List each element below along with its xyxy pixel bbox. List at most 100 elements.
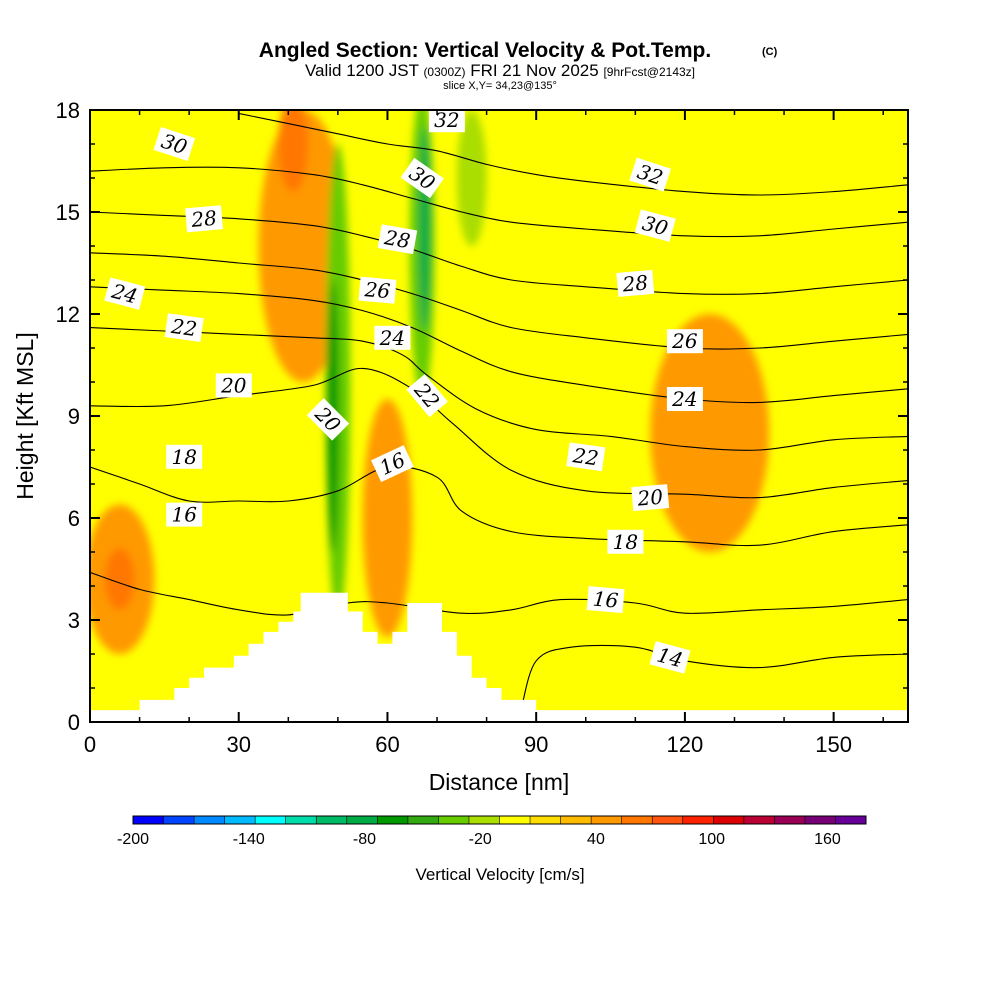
isentrope-26: [90, 252, 908, 350]
contour-label-box: [166, 444, 203, 469]
contour-label: 22: [566, 442, 606, 472]
contour-label-text: 28: [189, 206, 217, 232]
velocity-cell-updraft: [258, 110, 348, 382]
colorbar-swatch: [743, 816, 775, 824]
terrain: [90, 592, 908, 722]
x-tick-label: 120: [667, 732, 704, 757]
valid-time-prefix: Valid 1200 JST: [305, 61, 419, 80]
colorbar-swatch: [835, 816, 867, 824]
contour-label-text: 28: [382, 225, 412, 253]
contour-label-box: [566, 442, 606, 472]
contour-label: 20: [215, 373, 252, 398]
contour-label-box: [666, 329, 703, 354]
contour-label: 30: [153, 127, 196, 161]
isentrope-22: [90, 327, 908, 451]
colorbar-tick-label: 40: [587, 831, 605, 848]
isentrope-32: [238, 112, 908, 196]
contour-label-box: [371, 445, 414, 483]
contour-label-text: 16: [171, 503, 197, 527]
colorbar-tick-label: 160: [814, 831, 841, 848]
contour-label: 24: [666, 387, 703, 411]
contour-label-box: [185, 205, 223, 233]
contour-label-text: 22: [169, 314, 199, 341]
y-tick-label: 12: [56, 302, 80, 327]
contour-label-box: [406, 374, 448, 418]
contour-label-box: [358, 276, 397, 304]
contour-label-box: [306, 398, 350, 441]
y-axis-title: Height [Kft MSL]: [12, 332, 38, 499]
contour-label-text: 26: [671, 329, 698, 353]
contour-label: 22: [164, 313, 204, 342]
contour-label-box: [215, 373, 252, 398]
y-tick-label: 3: [68, 608, 80, 633]
colorbar-swatch: [713, 816, 745, 824]
isentrope-28: [90, 211, 908, 295]
copyright-mark: (C): [762, 46, 778, 58]
contour-label-text: 28: [621, 270, 649, 296]
colorbar-swatch: [377, 816, 409, 824]
valid-time-utc: (0300Z): [423, 65, 465, 79]
contour-label-text: 32: [434, 108, 459, 132]
contour-label-box: [428, 108, 465, 133]
contour-label-text: 16: [592, 587, 620, 613]
colorbar-swatch: [407, 816, 439, 824]
colorbar-tick-label: -140: [233, 831, 265, 848]
contour-label-box: [374, 325, 411, 350]
colorbar-swatch: [285, 816, 317, 824]
x-tick-label: 30: [226, 732, 250, 757]
contour-label-box: [634, 209, 676, 242]
colorbar-swatch: [560, 816, 592, 824]
contour-label: 28: [616, 269, 655, 297]
contour-label-box: [400, 157, 444, 199]
y-tick-label: 0: [68, 710, 80, 735]
colorbar-tick-label: 100: [698, 831, 725, 848]
y-tick-label: 18: [56, 98, 80, 123]
colorbar-swatch: [468, 816, 500, 824]
contour-label-box: [629, 157, 672, 192]
colorbar-swatch: [346, 816, 378, 824]
x-axis: 0 30 60 90 120 150: [84, 110, 884, 757]
colorbar-swatch: [163, 816, 195, 824]
contour-label-text: 24: [671, 387, 697, 411]
isentrope-30: [90, 166, 908, 238]
slice-info: slice X,Y= 34,23@135°: [443, 80, 557, 92]
y-tick-label: 15: [56, 200, 80, 225]
colorbar-swatch: [438, 816, 470, 824]
x-tick-label: 0: [84, 732, 96, 757]
contour-label: 26: [666, 329, 703, 354]
x-tick-label: 150: [815, 732, 852, 757]
isentrope-16: [90, 571, 908, 616]
contour-label-box: [104, 277, 146, 310]
colorbar-title: Vertical Velocity [cm/s]: [415, 865, 584, 884]
velocity-cell-downdraft: [456, 110, 487, 246]
contour-label-box: [164, 313, 204, 342]
valid-time-date: FRI 21 Nov 2025: [470, 61, 599, 80]
contour-label: 18: [607, 529, 644, 554]
velocity-cell-downdraft: [418, 127, 431, 331]
contour-label-box: [649, 641, 691, 674]
x-axis-title: Distance [nm]: [429, 769, 570, 795]
isentrope-24: [90, 286, 908, 404]
contour-label: 28: [185, 205, 223, 233]
colorbar-swatch: [804, 816, 836, 824]
x-tick-label: 60: [375, 732, 399, 757]
chart-subtitle: Valid 1200 JST (0300Z) FRI 21 Nov 2025 […: [305, 61, 695, 80]
contour-label-text: 20: [220, 373, 247, 397]
colorbar-swatch: [652, 816, 684, 824]
colorbar: -200 -140 -80 -20 40 100 160: [117, 815, 867, 848]
colorbar-tick-label: -80: [353, 831, 376, 848]
contour-label: 20: [631, 484, 670, 512]
contour-label-box: [616, 269, 655, 297]
contour-label-box: [153, 127, 196, 161]
colorbar-tick-label: -20: [469, 831, 492, 848]
colorbar-tick-label: -200: [117, 831, 149, 848]
colorbar-swatch: [224, 816, 256, 824]
chart-title: Angled Section: Vertical Velocity & Pot.…: [259, 39, 711, 62]
colorbar-swatch: [682, 816, 714, 824]
contour-label-box: [586, 586, 625, 614]
colorbar-swatch: [621, 816, 653, 824]
isentrope-18: [90, 465, 908, 547]
colorbar-swatch: [499, 816, 531, 824]
